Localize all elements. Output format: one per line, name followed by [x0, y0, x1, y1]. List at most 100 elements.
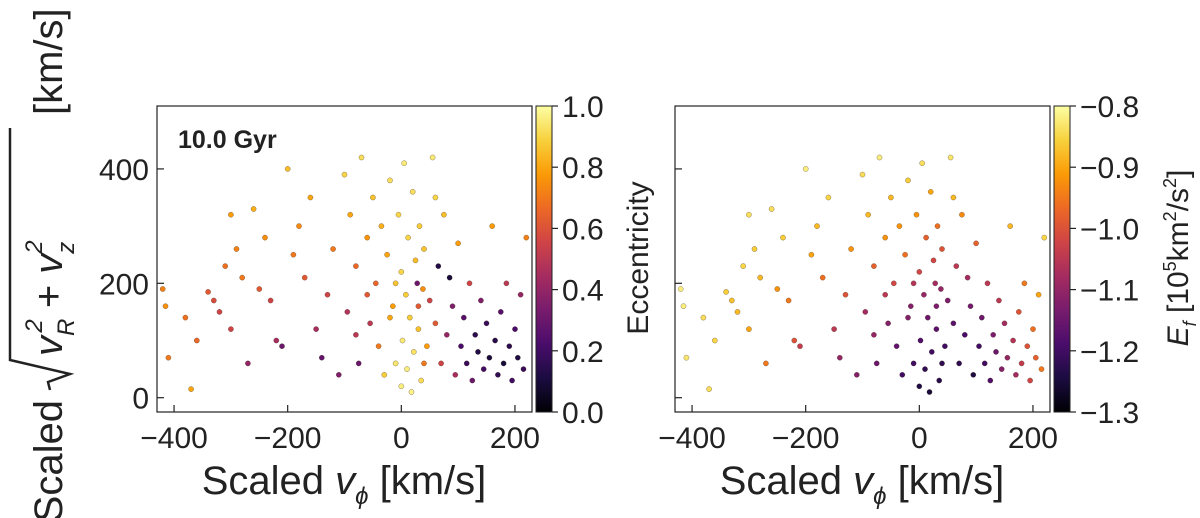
- right-point: [939, 246, 945, 252]
- left-point: [392, 360, 399, 367]
- right-point: [961, 331, 968, 338]
- right-point: [976, 343, 982, 350]
- right-point: [973, 240, 979, 247]
- eccentricity-colorbar-tick-label: 0.2: [562, 336, 604, 369]
- right-point: [1024, 343, 1031, 350]
- left-point: [455, 240, 461, 247]
- right-point: [746, 211, 752, 218]
- right-point: [967, 303, 974, 310]
- right-point: [882, 234, 889, 241]
- left-point: [435, 263, 442, 269]
- left-point: [344, 309, 351, 315]
- left-point: [193, 337, 200, 344]
- left-point: [403, 291, 409, 298]
- right-point: [916, 383, 923, 390]
- left-point: [404, 366, 410, 372]
- left-plot-frame: [156, 105, 533, 413]
- energy-colorbar-tick-label: −0.8: [1080, 91, 1139, 124]
- right-point: [890, 280, 897, 287]
- eccentricity-label: Eccentricity: [622, 181, 655, 334]
- left-point: [375, 343, 382, 350]
- right-point: [706, 386, 712, 392]
- right-point: [791, 337, 798, 344]
- right-point: [927, 188, 934, 195]
- left-point: [364, 291, 371, 298]
- right-point: [987, 377, 994, 384]
- left-point: [489, 223, 496, 229]
- left-point: [267, 297, 274, 304]
- right-point: [924, 314, 931, 321]
- left-point: [165, 354, 172, 361]
- left-point: [296, 223, 302, 229]
- energy-colorbar-tick-label: −1.2: [1080, 336, 1139, 369]
- right-point: [740, 263, 747, 269]
- right-panel: −400 −200 0 200 Scaled vϕ [km/s]: [658, 105, 1058, 510]
- left-point: [475, 349, 481, 355]
- y-axis-label: Scaled vR2 + vz2 [km/s]: [8, 8, 80, 518]
- left-point: [162, 303, 169, 310]
- left-point: [290, 251, 297, 258]
- left-point: [429, 154, 436, 161]
- right-point: [947, 154, 954, 161]
- right-point: [802, 166, 809, 172]
- left-point: [330, 246, 336, 252]
- right-point: [917, 337, 924, 344]
- right-point: [956, 360, 962, 367]
- right-x-tick-label: 0: [911, 422, 928, 455]
- left-point: [387, 177, 393, 184]
- right-point: [751, 246, 758, 252]
- energy-colorbar-tick-label: −1.3: [1080, 397, 1139, 430]
- left-point: [228, 211, 234, 218]
- left-point: [262, 234, 268, 241]
- left-point: [432, 194, 439, 201]
- right-point: [1041, 234, 1048, 241]
- right-point: [902, 251, 908, 258]
- left-x-tick-label: −200: [254, 422, 322, 455]
- right-point: [950, 320, 957, 327]
- left-point: [347, 211, 354, 218]
- right-point: [934, 223, 941, 229]
- left-point: [279, 343, 285, 350]
- right-point: [865, 211, 872, 218]
- right-point: [797, 343, 803, 350]
- left-point: [233, 246, 240, 252]
- right-point: [970, 371, 977, 378]
- left-point: [472, 331, 479, 338]
- left-point: [408, 389, 415, 395]
- right-point: [1015, 309, 1022, 315]
- right-point: [859, 171, 866, 178]
- left-point: [466, 280, 473, 287]
- right-point: [683, 354, 690, 361]
- left-point: [210, 297, 217, 304]
- left-point: [372, 280, 379, 287]
- left-point: [324, 291, 331, 298]
- right-point: [871, 331, 877, 338]
- left-point: [512, 326, 518, 332]
- right-point: [1007, 223, 1014, 229]
- left-point: [478, 297, 484, 304]
- left-colorbar: 0.0 0.2 0.4 0.6 0.8 1.0 Eccentricity: [535, 91, 655, 430]
- left-point: [426, 297, 433, 304]
- right-point: [905, 314, 911, 321]
- right-point: [814, 223, 820, 229]
- right-point: [842, 291, 849, 298]
- right-point: [1001, 320, 1008, 327]
- right-point: [700, 314, 707, 321]
- eccentricity-colorbar-tick-label: 0.0: [562, 397, 604, 430]
- left-point: [353, 263, 359, 269]
- left-point: [159, 286, 166, 292]
- right-point: [873, 360, 880, 367]
- eccentricity-colorbar-tick-label: 0.8: [562, 152, 604, 185]
- right-point: [913, 211, 920, 218]
- left-point: [523, 234, 530, 241]
- left-point: [395, 211, 402, 218]
- left-point: [506, 343, 513, 350]
- left-panel: −400 −200 0 200 0 200 400 10.0 Gyr Scaled vϕ …: [99, 105, 540, 510]
- right-point: [1038, 366, 1045, 372]
- left-point: [497, 309, 504, 315]
- left-point: [250, 206, 257, 212]
- right-point: [944, 297, 951, 304]
- right-point: [939, 360, 945, 367]
- left-y-tick-label: 400: [99, 154, 149, 187]
